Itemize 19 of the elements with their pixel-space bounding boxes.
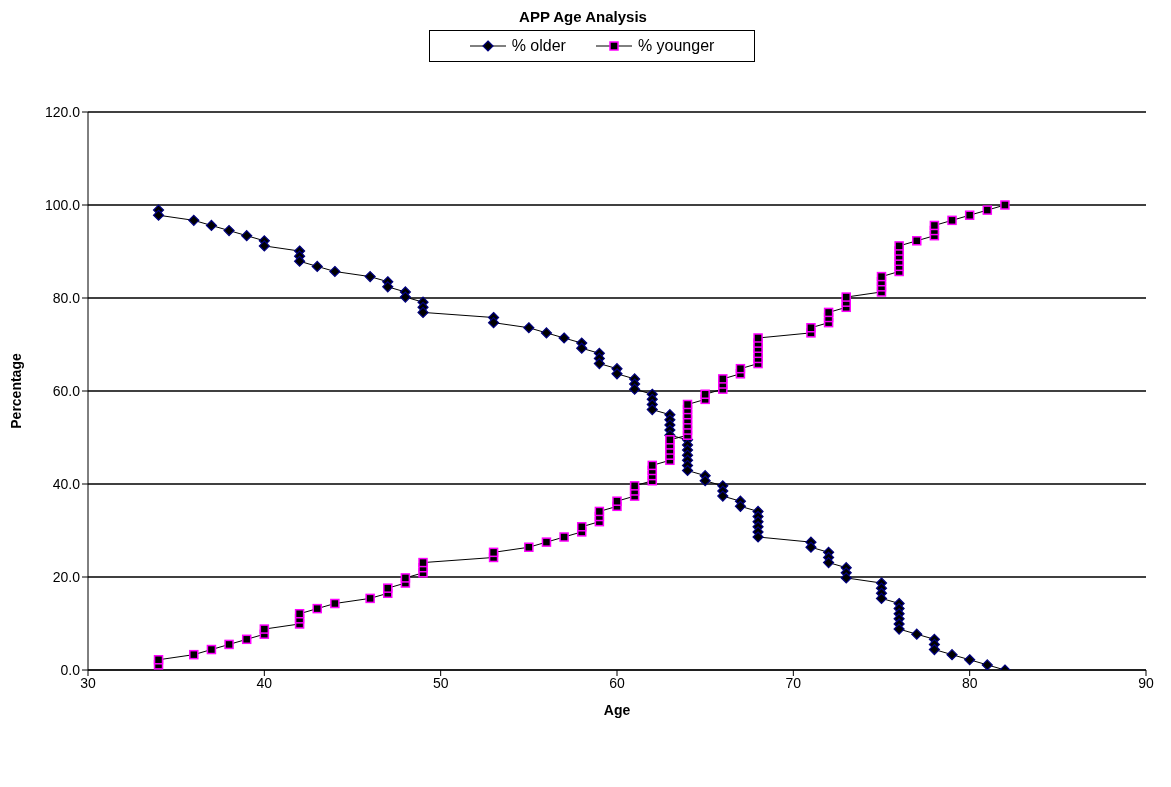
x-tick-label: 40: [256, 674, 273, 691]
chart-title: APP Age Analysis: [518, 8, 648, 27]
y-tick-label: 80.0: [52, 289, 81, 306]
x-tick-label: 90: [1138, 674, 1154, 691]
x-tick-label: 30: [80, 674, 96, 691]
y-axis-title: Percentage: [7, 353, 24, 429]
y-tick-label: 60.0: [52, 382, 81, 399]
y-tick-label: 120.0: [44, 103, 81, 120]
x-axis-title: Age: [603, 702, 631, 718]
y-tick-label: 0.0: [60, 661, 81, 678]
legend-label: % younger: [637, 37, 715, 55]
legend-label: % older: [511, 37, 566, 55]
y-tick-label: 20.0: [52, 568, 81, 585]
x-tick-label: 60: [609, 674, 625, 691]
x-tick-label: 70: [785, 674, 802, 691]
x-tick-label: 80: [961, 674, 978, 691]
x-tick-label: 50: [432, 674, 449, 691]
y-tick-label: 100.0: [44, 196, 81, 213]
y-tick-label: 40.0: [52, 475, 81, 492]
